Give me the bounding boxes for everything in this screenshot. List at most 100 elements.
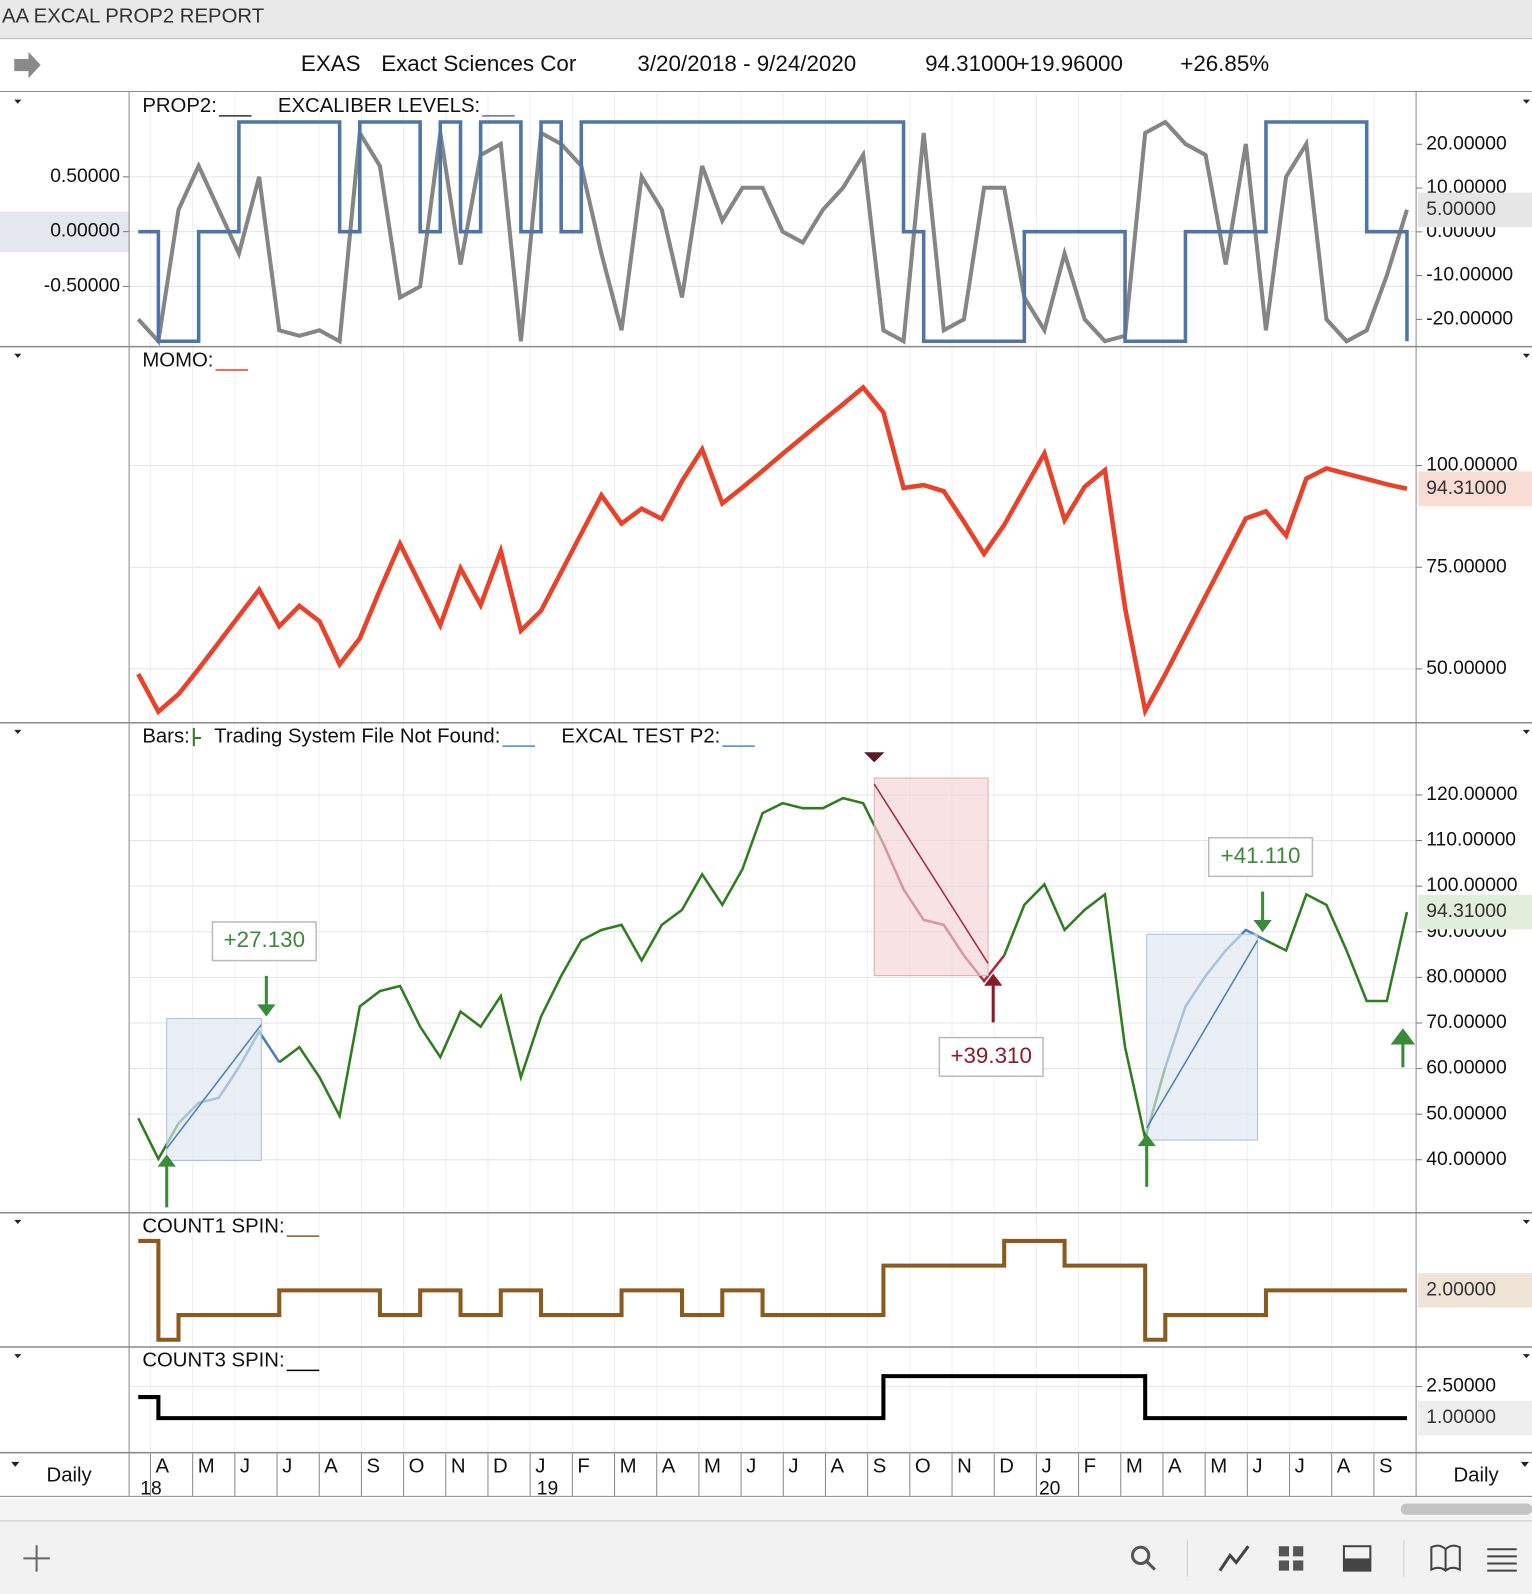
y-tick-label: 50.00000 xyxy=(1426,658,1507,679)
plot-layer: 0.500000.00000-0.5000020.0000010.000000.… xyxy=(0,91,1532,1497)
percent-change: +26.85% xyxy=(1180,51,1269,76)
legend-label: EXCALIBER LEVELS: xyxy=(278,95,480,117)
y2-tick-label: -20.00000 xyxy=(1426,308,1513,329)
dropdown-icon[interactable] xyxy=(11,1461,20,1467)
window-title: AA EXCAL PROP2 REPORT xyxy=(2,6,264,28)
exit-arrow-head xyxy=(257,1004,276,1017)
trade-label-box xyxy=(211,921,317,962)
y-tick-label: 0.50000 xyxy=(50,166,120,187)
panel-menu[interactable] xyxy=(14,1219,22,1224)
year-label: 20 xyxy=(1039,1478,1060,1499)
current-value-label: 5.00000 xyxy=(1426,199,1496,220)
period-left[interactable]: Daily xyxy=(47,1464,93,1486)
y-tick-label: 2.50000 xyxy=(1426,1376,1496,1397)
month-label: M xyxy=(1210,1455,1227,1477)
y-tick-label: 40.00000 xyxy=(1426,1149,1507,1170)
month-label: A xyxy=(662,1455,676,1477)
month-label: D xyxy=(999,1455,1014,1477)
y2-tick-label: -10.00000 xyxy=(1426,265,1513,286)
search-button[interactable] xyxy=(1130,1545,1156,1571)
legend-label: COUNT3 SPIN: xyxy=(142,1350,284,1372)
title-bar xyxy=(0,0,1532,39)
month-label: S xyxy=(366,1455,380,1477)
trade-line xyxy=(873,783,989,964)
trade-label-box xyxy=(1207,836,1314,878)
period-right[interactable]: Daily xyxy=(1453,1464,1499,1486)
trade-label: +27.130 xyxy=(224,927,305,952)
panel-menu[interactable] xyxy=(1522,1219,1530,1224)
y2-tick-label: 20.00000 xyxy=(1426,133,1507,154)
panel-menu[interactable] xyxy=(1522,99,1530,104)
month-label: A xyxy=(1168,1455,1182,1477)
price-line xyxy=(278,796,885,1120)
add-button[interactable] xyxy=(23,1545,50,1572)
trade-box xyxy=(166,1018,262,1162)
current-value-label: 2.00000 xyxy=(1426,1279,1496,1300)
month-label: J xyxy=(1295,1455,1305,1477)
panel-menu[interactable] xyxy=(14,729,22,734)
month-label: M xyxy=(1126,1455,1143,1477)
year-label: 18 xyxy=(140,1478,161,1499)
series-line xyxy=(138,1374,1407,1421)
legend-label: EXCAL TEST P2: xyxy=(561,725,720,747)
trade-label: +39.310 xyxy=(950,1043,1031,1068)
current-value-box xyxy=(1418,1273,1532,1308)
month-label: M xyxy=(704,1455,721,1477)
month-label: M xyxy=(198,1455,215,1477)
toolbar xyxy=(0,1520,1532,1594)
entry-arrow xyxy=(1137,1133,1156,1187)
entry-arrow-head xyxy=(157,1154,176,1167)
month-label: A xyxy=(1337,1455,1351,1477)
date-range: 3/20/2018 - 9/24/2020 xyxy=(637,51,856,76)
dropdown-icon[interactable] xyxy=(1520,1461,1529,1467)
month-label: S xyxy=(1379,1455,1393,1477)
forward-arrow[interactable] xyxy=(14,51,41,79)
left-value-highlight xyxy=(0,211,130,253)
legend-label: MOMO: xyxy=(142,349,213,371)
year-label: 19 xyxy=(537,1478,558,1499)
month-label: M xyxy=(620,1455,637,1477)
panel-menu[interactable] xyxy=(14,353,22,358)
exit-arrow-head xyxy=(1253,920,1272,933)
legend-label: COUNT1 SPIN: xyxy=(142,1215,284,1237)
trade-line xyxy=(1146,939,1259,1129)
entry-arrow-head xyxy=(1137,1133,1156,1147)
month-label: J xyxy=(1252,1455,1262,1477)
panel-menu[interactable] xyxy=(1522,353,1530,358)
price-line xyxy=(1265,892,1409,1003)
y-tick-label: 120.00000 xyxy=(1426,784,1517,805)
menu-button[interactable] xyxy=(1487,1548,1517,1572)
legend-glyph xyxy=(192,727,201,747)
panel-menu[interactable] xyxy=(14,99,22,104)
trade-box xyxy=(1146,933,1259,1141)
month-label: J xyxy=(240,1455,250,1477)
panel-button[interactable] xyxy=(1342,1545,1372,1572)
short-entry-marker xyxy=(864,752,885,763)
grid-button[interactable] xyxy=(1278,1546,1304,1571)
line-chart-button[interactable] xyxy=(1218,1545,1250,1572)
exit-arrow-head xyxy=(984,973,1003,986)
month-label: J xyxy=(746,1455,756,1477)
y-tick-label: 100.00000 xyxy=(1426,875,1517,896)
y-tick-label: 50.00000 xyxy=(1426,1103,1507,1124)
trade-box xyxy=(873,777,989,977)
y-tick-label: 70.00000 xyxy=(1426,1012,1507,1033)
y-tick-label: 80.00000 xyxy=(1426,966,1507,987)
month-label: J xyxy=(535,1455,545,1477)
entry-arrow xyxy=(157,1154,176,1208)
panel-menu[interactable] xyxy=(1522,729,1530,734)
legend-label: PROP2: xyxy=(142,95,217,117)
month-label: N xyxy=(957,1455,972,1477)
scrollbar-thumb[interactable] xyxy=(1400,1503,1532,1515)
company-name: Exact Sciences Cor xyxy=(381,51,577,76)
ticker: EXAS xyxy=(301,51,361,76)
y-tick-label: -0.50000 xyxy=(44,276,120,297)
panel-menu[interactable] xyxy=(1522,1354,1530,1359)
book-button[interactable] xyxy=(1430,1544,1461,1572)
panel-menu[interactable] xyxy=(14,1354,22,1359)
month-label: F xyxy=(577,1455,589,1477)
exit-arrow xyxy=(257,975,276,1017)
trade-line xyxy=(166,1024,262,1149)
